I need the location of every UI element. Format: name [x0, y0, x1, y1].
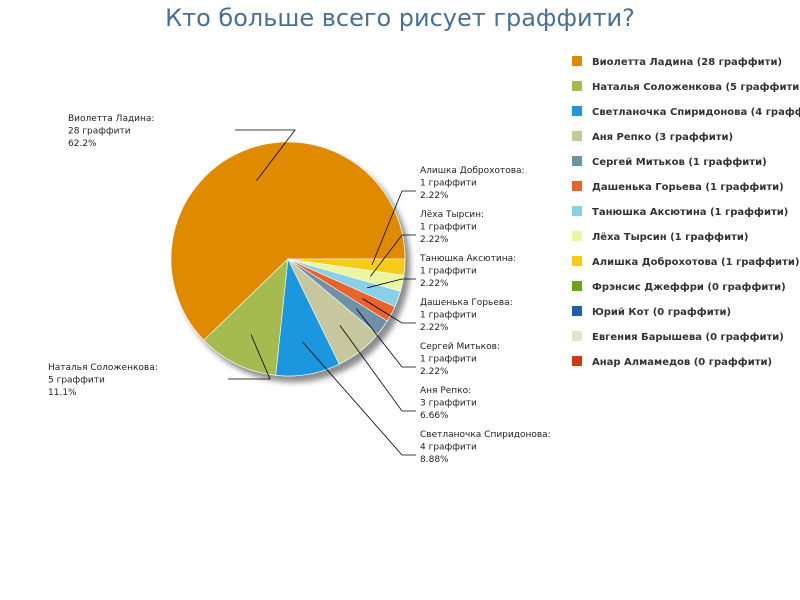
legend-item-12: Анар Алмамедов (0 граффити) — [572, 356, 772, 368]
callout-text-3-2: 6.66% — [420, 411, 449, 421]
legend-label-8: Алишка Доброхотова (1 граффити) — [592, 256, 799, 268]
legend-item-9: Фрэнсис Джеффри (0 граффити) — [572, 281, 786, 293]
callout-text-8-1: 1 граффити — [420, 179, 477, 189]
legend-item-2: Светланочка Спиридонова (4 граффи — [572, 106, 800, 118]
callout-6: Танюшка Аксютина: 1 граффити 2.22% — [367, 254, 516, 289]
legend-label-12: Анар Алмамедов (0 граффити) — [592, 356, 772, 368]
legend: Виолетта Ладина (28 граффити) Наталья Сол… — [572, 56, 800, 368]
callout-3: Аня Репко: 3 граффити 6.66% — [339, 325, 477, 421]
legend-item-1: Наталья Соложенкова (5 граффити) — [572, 81, 800, 93]
callout-leader-5 — [362, 298, 416, 324]
legend-swatch-8 — [572, 256, 582, 266]
callout-leader-1 — [228, 334, 271, 380]
callout-leader-4 — [355, 308, 416, 368]
legend-item-8: Алишка Доброхотова (1 граффити) — [572, 256, 799, 268]
legend-label-9: Фрэнсис Джеффри (0 граффити) — [592, 281, 786, 293]
callout-text-1-1: 5 граффити — [48, 376, 105, 386]
callout-text-0-1: 28 граффити — [68, 127, 131, 137]
callout-text-1-2: 11.1% — [48, 388, 77, 398]
legend-item-0: Виолетта Ладина (28 граффити) — [572, 56, 782, 68]
callout-8: Алишка Доброхотова: 1 граффити 2.22% — [371, 166, 525, 266]
legend-swatch-11 — [572, 331, 582, 341]
legend-item-4: Сергей Митьков (1 граффити) — [572, 156, 767, 168]
legend-label-7: Лёха Тырсин (1 граффити) — [592, 231, 748, 243]
legend-label-0: Виолетта Ладина (28 граффити) — [592, 56, 782, 68]
callout-leader-2 — [302, 341, 416, 456]
pie-slice-1 — [203, 258, 289, 376]
callout-text-6-1: 1 граффити — [420, 267, 477, 277]
callout-0: Виолетта Ладина: 28 граффити 62.2% — [68, 114, 296, 182]
legend-swatch-1 — [572, 81, 582, 91]
legend-item-7: Лёха Тырсин (1 граффити) — [572, 231, 748, 243]
callout-text-3-0: Аня Репко: — [420, 386, 471, 396]
callout-2: Светланочка Спиридонова: 4 граффити 8.88% — [302, 341, 551, 465]
callout-text-3-1: 3 граффити — [420, 399, 477, 409]
callout-text-7-1: 1 граффити — [420, 223, 477, 233]
legend-item-6: Танюшка Аксютина (1 граффити) — [572, 206, 788, 218]
callout-text-0-0: Виолетта Ладина: — [68, 114, 154, 124]
callout-text-5-2: 2.22% — [420, 323, 449, 333]
legend-item-3: Аня Репко (3 граффити) — [572, 131, 733, 143]
callout-text-6-2: 2.22% — [420, 279, 449, 289]
chart-title: Кто больше всего рисует граффити? — [165, 4, 635, 32]
legend-swatch-9 — [572, 281, 582, 291]
callout-text-6-0: Танюшка Аксютина: — [419, 254, 516, 264]
legend-label-2: Светланочка Спиридонова (4 граффи — [592, 106, 800, 118]
callout-labels: Виолетта Ладина: 28 граффити 62.2% Наталья … — [48, 114, 551, 465]
legend-label-4: Сергей Митьков (1 граффити) — [592, 156, 767, 168]
legend-swatch-2 — [572, 106, 582, 116]
callout-leader-0 — [235, 129, 296, 182]
callout-leader-7 — [370, 234, 416, 277]
pie-slice-0 — [170, 141, 406, 341]
callout-text-8-2: 2.22% — [420, 191, 449, 201]
legend-swatch-10 — [572, 306, 582, 316]
callout-5: Дашенька Горьева: 1 граффити 2.22% — [362, 298, 513, 333]
callout-text-4-2: 2.22% — [420, 367, 449, 377]
callout-text-4-1: 1 граффити — [420, 355, 477, 365]
callout-leader-3 — [339, 325, 416, 412]
callout-text-0-2: 62.2% — [68, 139, 97, 149]
legend-label-11: Евгения Барышева (0 граффити) — [592, 331, 784, 343]
pie-slices — [170, 141, 406, 377]
legend-item-11: Евгения Барышева (0 граффити) — [572, 331, 784, 343]
callout-text-5-0: Дашенька Горьева: — [420, 298, 513, 308]
legend-swatch-0 — [572, 56, 582, 66]
callout-text-2-0: Светланочка Спиридонова: — [420, 430, 551, 440]
callout-1: Наталья Соложенкова: 5 граффити 11.1% — [48, 334, 271, 398]
legend-label-10: Юрий Кот (0 граффити) — [592, 306, 731, 318]
legend-swatch-6 — [572, 206, 582, 216]
callout-text-2-1: 4 граффити — [420, 443, 477, 453]
callout-text-5-1: 1 граффити — [420, 311, 477, 321]
callout-text-7-2: 2.22% — [420, 235, 449, 245]
pie-slice-8 — [287, 258, 406, 276]
legend-swatch-7 — [572, 231, 582, 241]
callout-leader-8 — [371, 190, 416, 266]
legend-item-10: Юрий Кот (0 граффити) — [572, 306, 731, 318]
legend-swatch-12 — [572, 356, 582, 366]
callout-text-1-0: Наталья Соложенкова: — [48, 363, 158, 373]
legend-swatch-4 — [572, 156, 582, 166]
callout-4: Сергей Митьков: 1 граффити 2.22% — [355, 308, 500, 377]
callout-7: Лёха Тырсин: 1 граффити 2.22% — [370, 210, 484, 277]
legend-item-5: Дашенька Горьева (1 граффити) — [572, 181, 784, 193]
legend-label-6: Танюшка Аксютина (1 граффити) — [592, 206, 788, 218]
callout-text-7-0: Лёха Тырсин: — [420, 210, 484, 220]
legend-label-3: Аня Репко (3 граффити) — [592, 131, 733, 143]
callout-text-8-0: Алишка Доброхотова: — [420, 166, 525, 176]
callout-leader-6 — [367, 278, 416, 289]
callout-text-2-2: 8.88% — [420, 455, 449, 465]
callout-text-4-0: Сергей Митьков: — [420, 342, 500, 352]
legend-swatch-5 — [572, 181, 582, 191]
legend-swatch-3 — [572, 131, 582, 141]
legend-label-1: Наталья Соложенкова (5 граффити) — [592, 81, 800, 93]
legend-label-5: Дашенька Горьева (1 граффити) — [592, 181, 784, 193]
